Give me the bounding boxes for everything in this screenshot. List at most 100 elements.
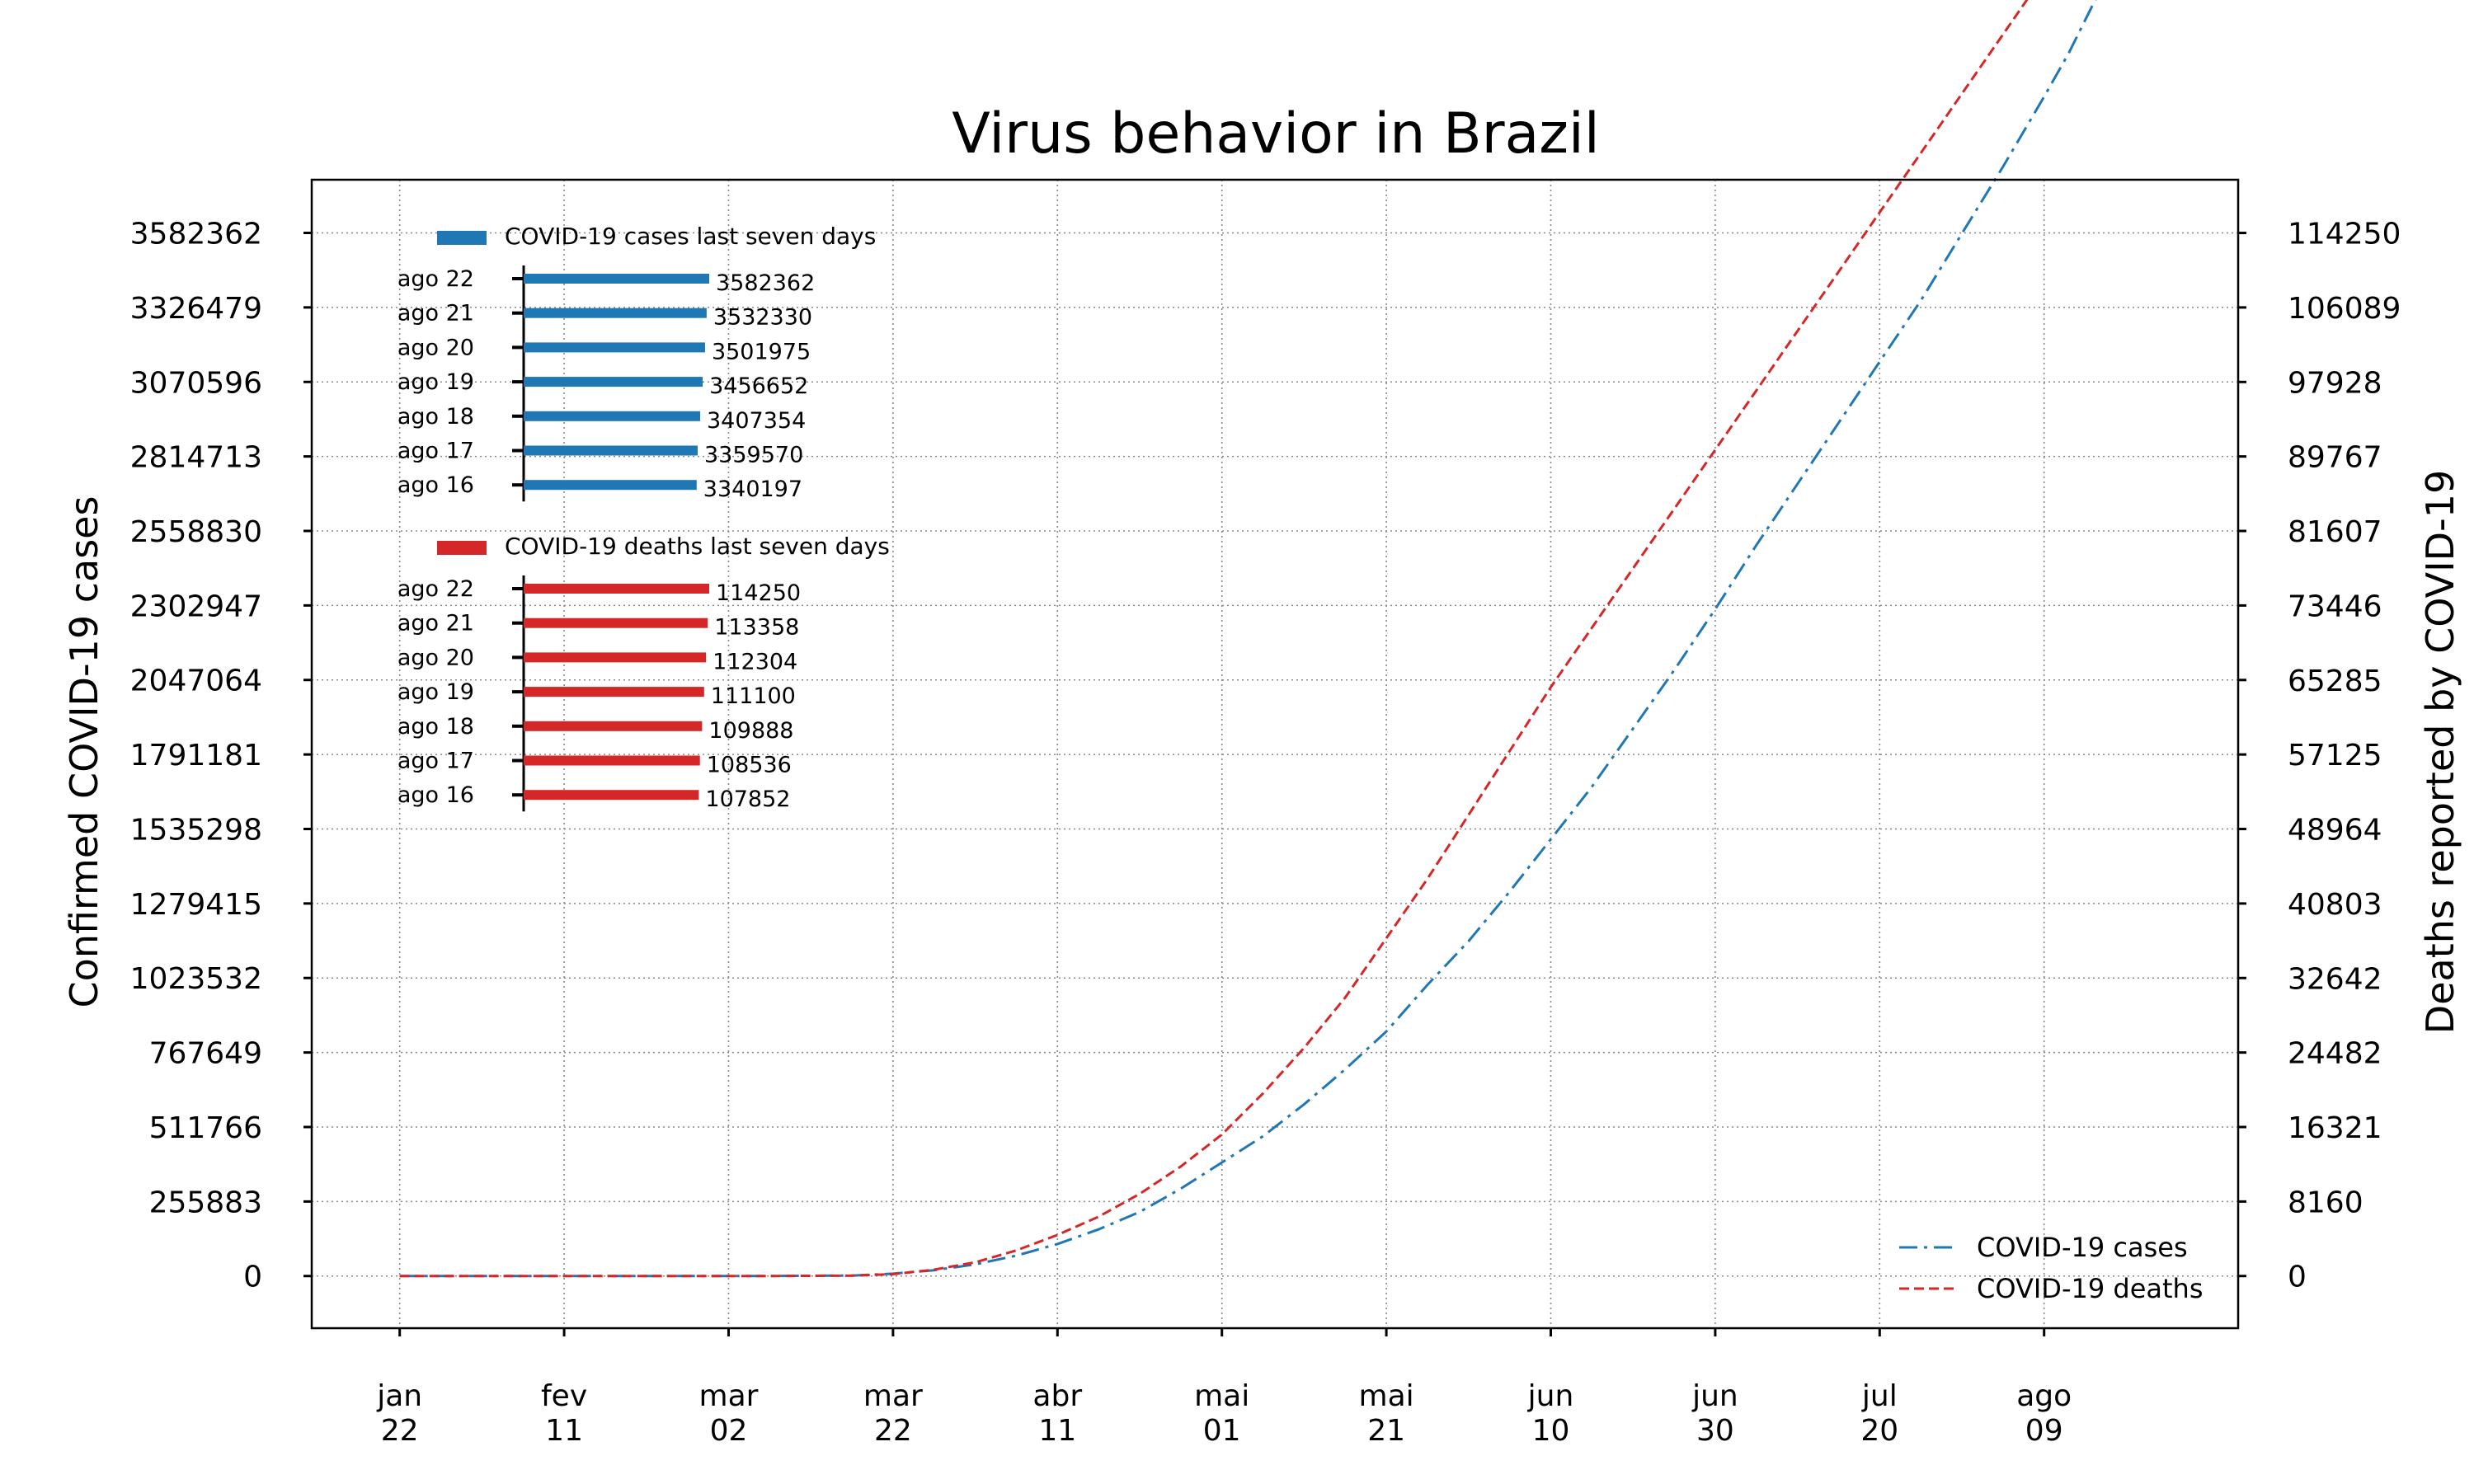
inset-cases-date: ago 22 bbox=[397, 266, 474, 292]
inset-cases-bar bbox=[524, 480, 697, 491]
inset-cases-bar bbox=[524, 445, 698, 456]
x-tick-label-month: jun bbox=[1527, 1379, 1574, 1413]
x-tick-label-day: 22 bbox=[874, 1414, 912, 1448]
inset-cases-value: 3456652 bbox=[709, 373, 808, 399]
series-lines bbox=[399, 0, 2097, 1278]
inset-deaths-value: 109888 bbox=[708, 718, 793, 744]
inset-cases-value: 3582362 bbox=[716, 270, 815, 296]
inset-cases-bar bbox=[524, 411, 701, 421]
y-left-tick-label: 3070596 bbox=[130, 366, 262, 400]
y-left-tick-label: 767649 bbox=[149, 1037, 262, 1071]
inset-deaths: COVID-19 deaths last seven days ago 22 114… bbox=[397, 533, 890, 812]
inset-cases-value: 3407354 bbox=[707, 408, 806, 434]
y-left-tick-label: 2302947 bbox=[130, 589, 262, 623]
inset-deaths-bar bbox=[524, 721, 703, 731]
y-left-tick-label: 2558830 bbox=[130, 515, 262, 549]
inset-deaths-label: COVID-19 deaths last seven days bbox=[505, 533, 890, 560]
y-left-tick-label: 1023532 bbox=[130, 962, 262, 996]
inset-cases-value: 3359570 bbox=[704, 443, 803, 468]
y-right-tick-label: 81607 bbox=[2288, 515, 2382, 549]
y-left-tick-label: 511766 bbox=[149, 1111, 262, 1145]
y-right-label: Deaths reported by COVID-19 bbox=[2418, 470, 2462, 1034]
y-left-tick-label: 2814713 bbox=[130, 441, 262, 475]
x-tick-label-day: 01 bbox=[1203, 1414, 1241, 1448]
inset-deaths-date: ago 20 bbox=[397, 645, 474, 670]
inset-cases-date: ago 20 bbox=[397, 335, 474, 360]
inset-deaths-date: ago 17 bbox=[397, 749, 474, 774]
x-tick-label-day: 20 bbox=[1860, 1414, 1898, 1448]
inset-cases-date: ago 17 bbox=[397, 439, 474, 464]
x-tick-label-month: jun bbox=[1691, 1379, 1738, 1413]
inset-cases: COVID-19 cases last seven days ago 22 3582… bbox=[397, 223, 876, 502]
x-tick-label-day: 22 bbox=[381, 1414, 419, 1448]
x-tick-label-month: mai bbox=[1359, 1379, 1414, 1413]
inset-cases-label: COVID-19 cases last seven days bbox=[505, 223, 876, 250]
x-tick-label-day: 21 bbox=[1367, 1414, 1405, 1448]
y-right-tick-label: 97928 bbox=[2288, 366, 2382, 400]
y-right-tick-label: 0 bbox=[2288, 1261, 2307, 1294]
legend-label: COVID-19 deaths bbox=[1977, 1273, 2203, 1304]
y-right-tick-label: 65285 bbox=[2288, 665, 2382, 698]
inset-cases-date: ago 16 bbox=[397, 472, 474, 498]
inset-deaths-bar bbox=[524, 618, 708, 628]
inset-cases-value: 3532330 bbox=[713, 305, 812, 331]
x-tick-label-month: mar bbox=[699, 1379, 759, 1413]
inset-deaths-bar bbox=[524, 687, 704, 697]
inset-deaths-bar bbox=[524, 652, 707, 663]
y-right-tick-label: 73446 bbox=[2288, 589, 2382, 623]
x-tick-label-month: jan bbox=[376, 1379, 422, 1413]
inset-deaths-date: ago 22 bbox=[397, 576, 474, 602]
inset-deaths-value: 113358 bbox=[714, 615, 799, 641]
inset-deaths-bar bbox=[524, 755, 700, 766]
x-tick-label-day: 11 bbox=[545, 1414, 583, 1448]
y-left-tick-label: 2047064 bbox=[130, 665, 262, 698]
inset-deaths-value: 108536 bbox=[707, 753, 792, 778]
x-tick-label-day: 10 bbox=[1532, 1414, 1570, 1448]
y-right-tick-label: 8160 bbox=[2288, 1186, 2363, 1219]
y-left-tick-label: 255883 bbox=[149, 1186, 262, 1219]
inset-deaths-bar bbox=[524, 790, 699, 801]
y-right-tick-label: 114250 bbox=[2288, 218, 2401, 251]
grid bbox=[312, 180, 2238, 1328]
x-tick-label-month: abr bbox=[1032, 1379, 1082, 1413]
x-tick-label-month: mar bbox=[863, 1379, 923, 1413]
inset-deaths-date: ago 16 bbox=[397, 782, 474, 808]
y-right-tick-label: 57125 bbox=[2288, 739, 2382, 773]
inset-cases-value: 3501975 bbox=[712, 339, 811, 364]
y-left-tick-label: 1791181 bbox=[130, 739, 262, 773]
x-tick-label-day: 02 bbox=[710, 1414, 748, 1448]
inset-deaths-legend-swatch bbox=[437, 541, 487, 555]
inset-deaths-value: 114250 bbox=[716, 580, 801, 606]
y-right-tick-label: 40803 bbox=[2288, 888, 2382, 922]
inset-cases-bar bbox=[524, 342, 705, 353]
series-line-cases bbox=[399, 0, 2097, 1278]
y-right-tick-label: 24482 bbox=[2288, 1037, 2382, 1071]
x-tick-label-month: fev bbox=[541, 1379, 587, 1413]
y-right-tick-label: 32642 bbox=[2288, 962, 2382, 996]
x-tick-label-month: mai bbox=[1194, 1379, 1249, 1413]
y-left-tick-label: 3326479 bbox=[130, 292, 262, 326]
inset-cases-value: 3340197 bbox=[703, 477, 802, 502]
y-right-tick-label: 89767 bbox=[2288, 441, 2382, 475]
axis-ticks: 0 255883 511766 767649 1023532 1279415 1535298… bbox=[130, 218, 2401, 1448]
y-left-label: Confirmed COVID-19 cases bbox=[62, 496, 106, 1008]
inset-deaths-value: 111100 bbox=[711, 683, 796, 709]
y-left-tick-label: 0 bbox=[243, 1261, 262, 1294]
y-left-tick-label: 1535298 bbox=[130, 813, 262, 847]
inset-cases-date: ago 18 bbox=[397, 404, 474, 430]
x-tick-label-month: ago bbox=[2016, 1379, 2072, 1413]
inset-deaths-value: 112304 bbox=[713, 649, 797, 674]
y-right-tick-label: 48964 bbox=[2288, 814, 2382, 848]
y-left-tick-label: 1279415 bbox=[130, 888, 262, 922]
y-right-tick-label: 106089 bbox=[2288, 292, 2401, 326]
inset-deaths-bar bbox=[524, 584, 709, 594]
inset-cases-bar bbox=[524, 377, 703, 387]
inset-deaths-date: ago 19 bbox=[397, 679, 474, 705]
inset-deaths-date: ago 18 bbox=[397, 714, 474, 740]
y-right-tick-label: 16321 bbox=[2288, 1111, 2382, 1145]
inset-deaths-date: ago 21 bbox=[397, 611, 474, 636]
inset-deaths-value: 107852 bbox=[705, 787, 790, 812]
inset-cases-bar bbox=[524, 308, 707, 318]
legend: COVID-19 cases COVID-19 deaths bbox=[1899, 1232, 2203, 1304]
